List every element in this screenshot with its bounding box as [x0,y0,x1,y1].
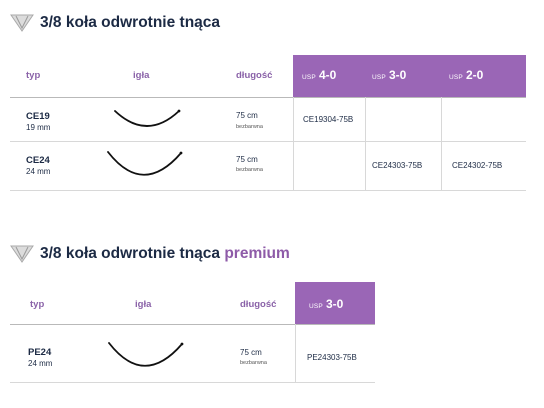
usp-size-3-0: USP 3-0 [309,297,344,311]
row-length: 75 cm [240,348,262,357]
row-color: bezbarwna [236,167,263,173]
curved-needle-icon [108,342,184,367]
product-code-cell: CE24302-75B [452,161,503,170]
table-section-2: 3/8 koła odwrotnie tnąca premium typ igł… [0,230,544,400]
usp-size-4-0: USP 4-0 [302,68,337,82]
usp-header: USP 4-0 USP 3-0 USP 2-0 [293,55,526,97]
header-dlugosc: długość [240,299,277,310]
grid-vline [293,97,294,190]
header-dlugosc: długość [236,70,273,81]
row-length: 75 cm [236,155,258,164]
table-header: typ igła długość USP 3-0 [0,282,544,324]
section-title: 3/8 koła odwrotnie tnąca [40,14,221,31]
row-code: CE24 [26,155,50,166]
section-title-row: 3/8 koła odwrotnie tnąca [10,12,220,34]
row-color: bezbarwna [240,360,267,366]
row-length: 75 cm [236,111,258,120]
curved-needle-icon [107,151,183,176]
header-typ: typ [30,299,45,310]
table-section-1: 3/8 koła odwrotnie tnąca typ igła długoś… [0,0,544,200]
row-size: 19 mm [26,123,51,132]
row-size: 24 mm [28,359,53,368]
inverted-triangle-icon [10,245,34,263]
product-code-cell: CE19304-75B [303,115,354,124]
grid-vline [365,97,366,190]
section-title: 3/8 koła odwrotnie tnąca premium [40,245,290,262]
grid-vline [295,324,296,382]
usp-size-3-0: USP 3-0 [372,68,407,82]
row-divider [10,382,375,383]
product-code-cell: CE24303-75B [372,161,423,170]
row-size: 24 mm [26,167,51,176]
table-header: typ igła długość USP 4-0 USP 3-0 USP 2-0 [0,55,544,97]
row-code: CE19 [26,111,50,122]
grid-vline [441,97,442,190]
usp-size-2-0: USP 2-0 [449,68,484,82]
header-igla: igła [135,299,152,310]
usp-header: USP 3-0 [295,282,375,324]
row-color: bezbarwna [236,124,263,130]
section-title-row: 3/8 koła odwrotnie tnąca premium [10,243,290,265]
row-code: PE24 [28,347,52,358]
row-divider [10,141,526,142]
premium-label: premium [224,245,290,262]
curved-needle-icon [114,109,181,127]
header-igla: igła [133,70,150,81]
product-code-cell: PE24303-75B [307,353,357,362]
row-divider [10,190,526,191]
header-divider [10,97,526,98]
header-divider [10,324,375,325]
inverted-triangle-icon [10,14,34,32]
header-typ: typ [26,70,41,81]
